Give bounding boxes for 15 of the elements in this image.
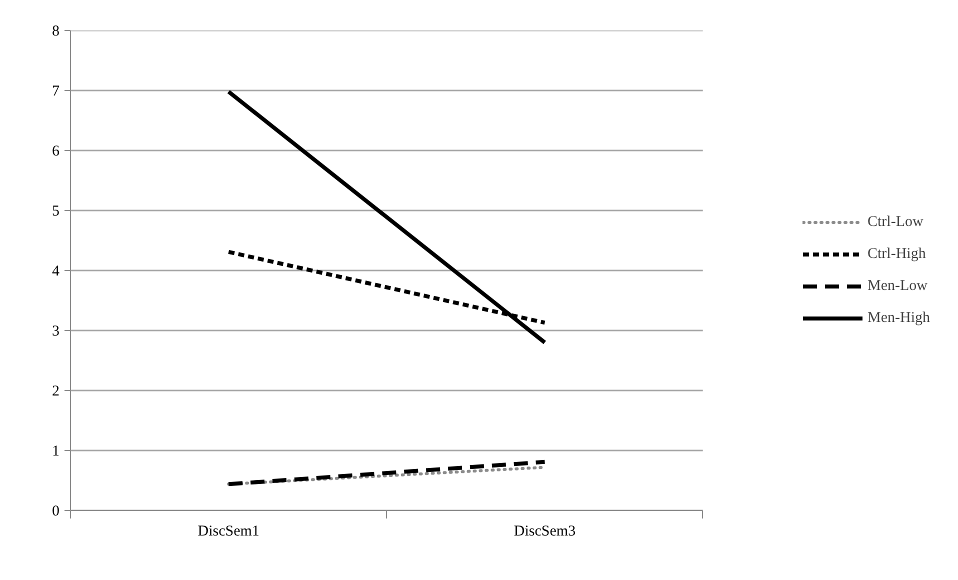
x-tick-label: DiscSem3: [514, 524, 576, 540]
y-tick-label: 1: [52, 444, 60, 460]
y-tick-label: 3: [52, 324, 60, 340]
y-tick-label: 2: [52, 384, 60, 400]
y-tick-label: 8: [52, 24, 60, 40]
y-tick-label: 0: [52, 504, 60, 520]
legend-label: Men-Low: [868, 278, 928, 294]
y-tick-label: 5: [52, 204, 60, 220]
legend-label: Ctrl-High: [868, 246, 926, 262]
y-tick-label: 7: [52, 84, 60, 100]
x-tick-label: DiscSem1: [198, 524, 260, 540]
y-tick-label: 4: [52, 264, 60, 280]
legend-label: Men-High: [868, 310, 930, 326]
y-tick-label: 6: [52, 144, 60, 160]
legend-label: Ctrl-Low: [868, 214, 924, 230]
